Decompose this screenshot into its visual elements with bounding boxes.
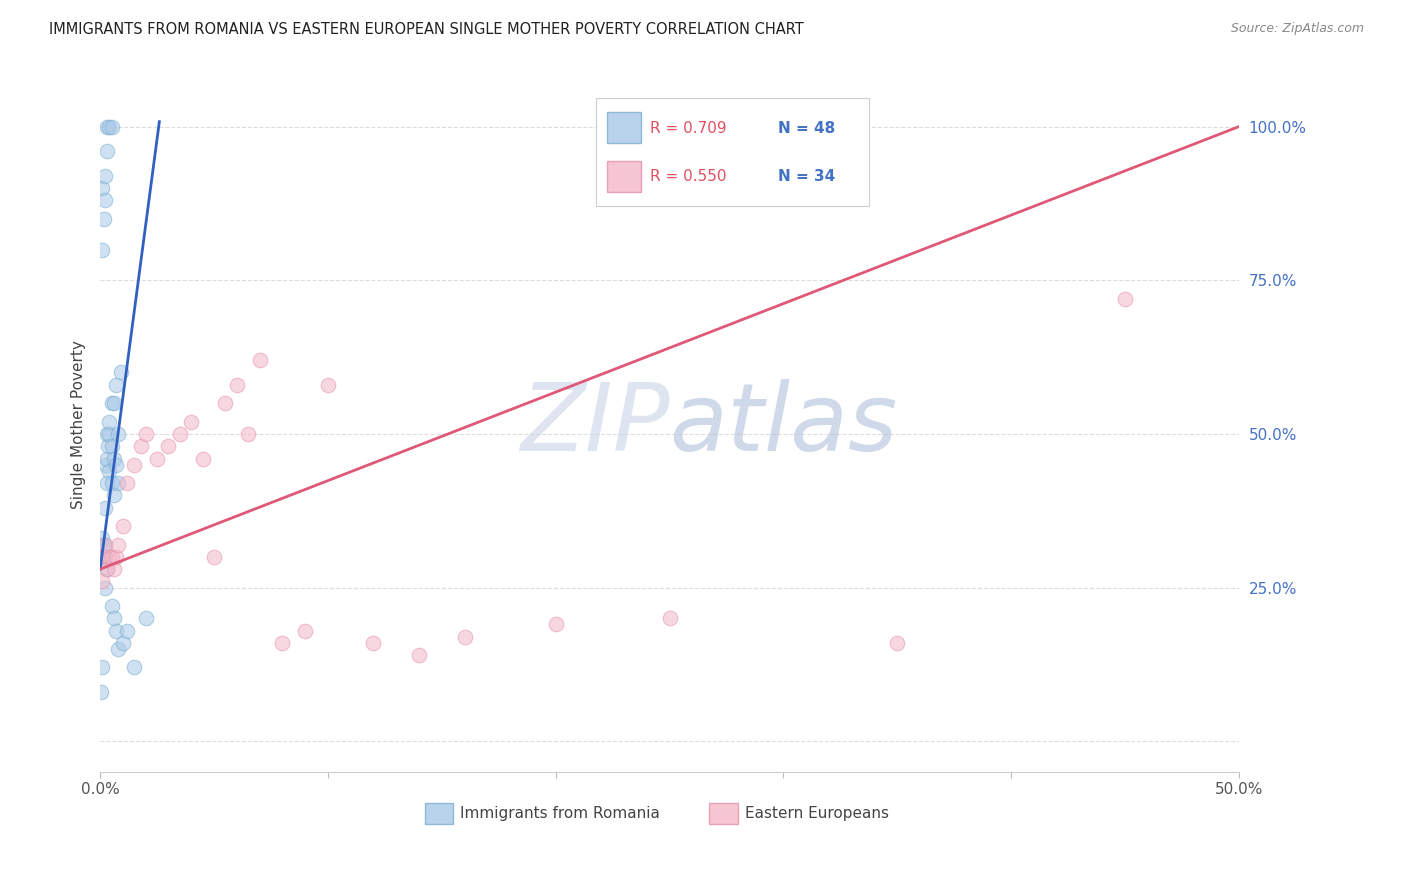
Text: N = 34: N = 34 bbox=[778, 169, 835, 185]
Point bbox=[294, 624, 316, 638]
Point bbox=[111, 519, 134, 533]
Point bbox=[91, 574, 114, 589]
Point bbox=[544, 617, 567, 632]
Text: R = 0.550: R = 0.550 bbox=[650, 169, 727, 185]
Point bbox=[111, 636, 134, 650]
Point bbox=[249, 353, 271, 368]
Point bbox=[91, 537, 114, 551]
Point bbox=[107, 476, 129, 491]
Point bbox=[100, 476, 122, 491]
Point bbox=[97, 439, 120, 453]
Point bbox=[408, 648, 430, 663]
Text: N = 48: N = 48 bbox=[778, 120, 835, 136]
Point bbox=[100, 549, 122, 564]
Point bbox=[180, 415, 202, 429]
Point bbox=[103, 488, 125, 502]
Point bbox=[103, 562, 125, 576]
Bar bbox=[425, 803, 453, 824]
Point bbox=[90, 549, 112, 564]
Point bbox=[96, 476, 118, 491]
Point bbox=[169, 426, 191, 441]
Point bbox=[105, 458, 128, 472]
Point bbox=[238, 426, 260, 441]
Point bbox=[191, 451, 214, 466]
Text: IMMIGRANTS FROM ROMANIA VS EASTERN EUROPEAN SINGLE MOTHER POVERTY CORRELATION CH: IMMIGRANTS FROM ROMANIA VS EASTERN EUROP… bbox=[49, 22, 804, 37]
Point bbox=[363, 636, 385, 650]
Point bbox=[93, 549, 115, 564]
Point bbox=[96, 145, 118, 159]
Point bbox=[886, 636, 908, 650]
Point bbox=[98, 464, 121, 478]
Point bbox=[96, 426, 118, 441]
Point bbox=[225, 377, 247, 392]
Point bbox=[91, 532, 114, 546]
Point bbox=[107, 426, 129, 441]
Point bbox=[91, 243, 114, 257]
Point bbox=[214, 396, 236, 410]
Point bbox=[91, 181, 114, 195]
Point bbox=[103, 611, 125, 625]
Point bbox=[90, 685, 112, 699]
Point bbox=[98, 415, 121, 429]
Point bbox=[103, 451, 125, 466]
Text: Source: ZipAtlas.com: Source: ZipAtlas.com bbox=[1230, 22, 1364, 36]
Bar bbox=[607, 161, 641, 192]
Point bbox=[271, 636, 294, 650]
Point bbox=[93, 549, 115, 564]
Point bbox=[117, 476, 139, 491]
Point bbox=[91, 549, 114, 564]
Text: R = 0.709: R = 0.709 bbox=[650, 120, 727, 136]
Text: atlas: atlas bbox=[669, 379, 898, 470]
Point bbox=[202, 549, 225, 564]
Point bbox=[124, 660, 146, 674]
Point bbox=[103, 396, 125, 410]
Point bbox=[98, 120, 121, 134]
Text: Eastern Europeans: Eastern Europeans bbox=[745, 806, 889, 822]
Bar bbox=[607, 112, 641, 144]
Text: ZIP: ZIP bbox=[520, 379, 669, 470]
Point bbox=[93, 537, 115, 551]
Text: Immigrants from Romania: Immigrants from Romania bbox=[460, 806, 659, 822]
Point bbox=[453, 630, 475, 644]
Point bbox=[93, 537, 115, 551]
Point bbox=[100, 120, 122, 134]
Point bbox=[124, 458, 146, 472]
Point bbox=[658, 611, 681, 625]
Bar bbox=[710, 803, 738, 824]
Point bbox=[157, 439, 180, 453]
Y-axis label: Single Mother Poverty: Single Mother Poverty bbox=[72, 340, 86, 509]
Point bbox=[93, 169, 115, 183]
Point bbox=[107, 537, 129, 551]
Point bbox=[100, 439, 122, 453]
Point bbox=[93, 194, 115, 208]
Point bbox=[94, 458, 117, 472]
Point bbox=[1114, 292, 1136, 306]
Point bbox=[98, 426, 121, 441]
Point bbox=[117, 624, 139, 638]
FancyBboxPatch shape bbox=[596, 98, 869, 206]
Point bbox=[135, 426, 157, 441]
Point bbox=[105, 624, 128, 638]
Point bbox=[100, 599, 122, 613]
Point bbox=[105, 549, 128, 564]
Point bbox=[96, 562, 118, 576]
Point bbox=[93, 581, 115, 595]
Point bbox=[96, 120, 118, 134]
Point bbox=[110, 366, 132, 380]
Point bbox=[90, 660, 112, 674]
Point bbox=[105, 377, 128, 392]
Point bbox=[129, 439, 152, 453]
Point bbox=[93, 211, 115, 226]
Point bbox=[135, 611, 157, 625]
Point bbox=[100, 396, 122, 410]
Point bbox=[98, 549, 121, 564]
Point bbox=[93, 500, 115, 515]
Point bbox=[96, 562, 118, 576]
Point bbox=[316, 377, 339, 392]
Point bbox=[91, 549, 114, 564]
Point bbox=[96, 451, 118, 466]
Point bbox=[146, 451, 169, 466]
Point bbox=[107, 642, 129, 657]
